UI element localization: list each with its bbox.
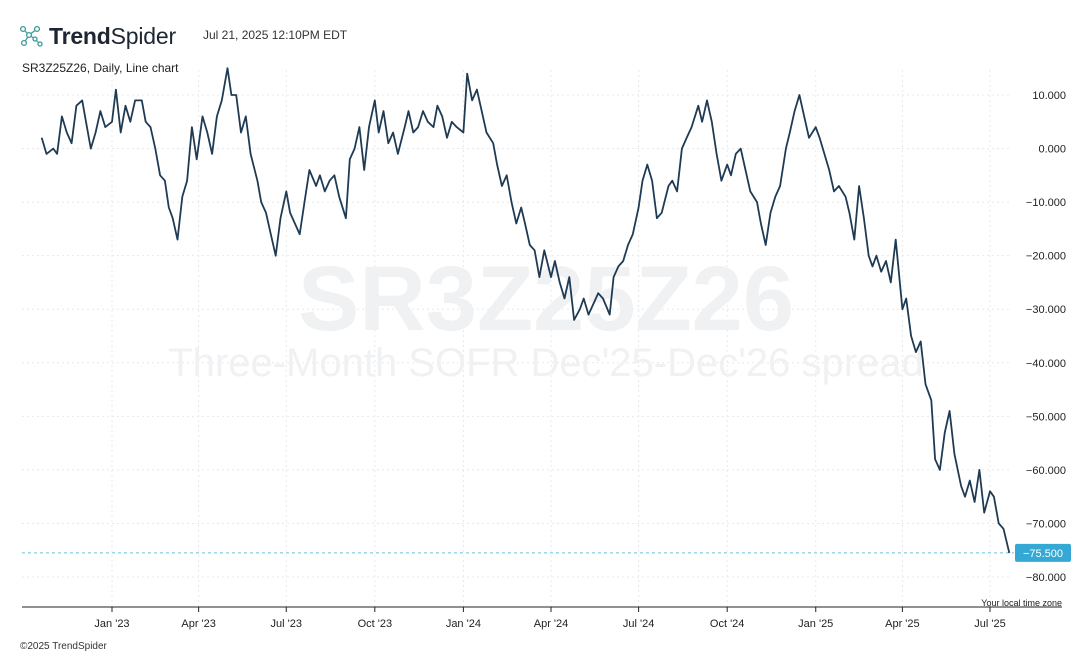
chart-timestamp: Jul 21, 2025 12:10PM EDT: [203, 28, 348, 42]
trendspider-logo-icon: [19, 25, 43, 47]
watermark-symbol: SR3Z25Z26: [298, 248, 794, 350]
x-tick-label: Jul '25: [974, 618, 1005, 630]
brand-header: TrendSpider: [18, 22, 176, 50]
timezone-note: Your local time zone: [981, 598, 1062, 608]
last-price-badge-bg: [1015, 543, 1071, 562]
y-tick-label: −20.000: [1026, 251, 1066, 263]
x-tick-label: Jan '25: [798, 618, 833, 630]
brand-name-light: Spider: [110, 22, 176, 49]
x-tick-label: Apr '23: [181, 618, 216, 630]
y-tick-label: 0.000: [1038, 144, 1066, 156]
last-price-badge-label: −75.500: [1023, 548, 1063, 560]
series-line: [40, 67, 1011, 554]
x-tick-label: Oct '24: [710, 618, 745, 630]
x-tick-label: Apr '25: [885, 618, 920, 630]
x-tick-label: Jul '23: [271, 618, 302, 630]
y-tick-label: 10.000: [1032, 90, 1066, 102]
watermark-description: Three-Month SOFR Dec'25-Dec'26 spread: [168, 341, 924, 385]
x-tick-label: Jan '24: [446, 618, 481, 630]
y-tick-label: −10.000: [1026, 197, 1066, 209]
y-tick-label: −30.000: [1026, 304, 1066, 316]
x-tick-label: Apr '24: [534, 618, 569, 630]
x-tick-label: Oct '23: [358, 618, 393, 630]
brand-name: TrendSpider: [49, 23, 176, 50]
brand-name-bold: Trend: [49, 22, 111, 49]
x-tick-label: Jan '23: [94, 618, 129, 630]
y-tick-label: −60.000: [1026, 465, 1066, 477]
y-tick-label: −40.000: [1026, 358, 1066, 370]
y-tick-label: −70.000: [1026, 518, 1066, 530]
copyright-footer: ©2025 TrendSpider: [20, 641, 107, 652]
last-price-badge: −75.500: [1015, 543, 1071, 562]
chart-subtitle: SR3Z25Z26, Daily, Line chart: [22, 61, 179, 75]
y-axis: 10.000 0.000 −10.000 −20.000 −30.000 −40.000 −…: [1026, 90, 1066, 584]
y-tick-label: −50.000: [1026, 411, 1066, 423]
x-tick-label: Jul '24: [623, 618, 654, 630]
x-axis: Jan '23 Apr '23 Jul '23 Oct '23 Jan '24 Apr '…: [94, 607, 1006, 630]
y-tick-label: −80.000: [1026, 572, 1066, 584]
